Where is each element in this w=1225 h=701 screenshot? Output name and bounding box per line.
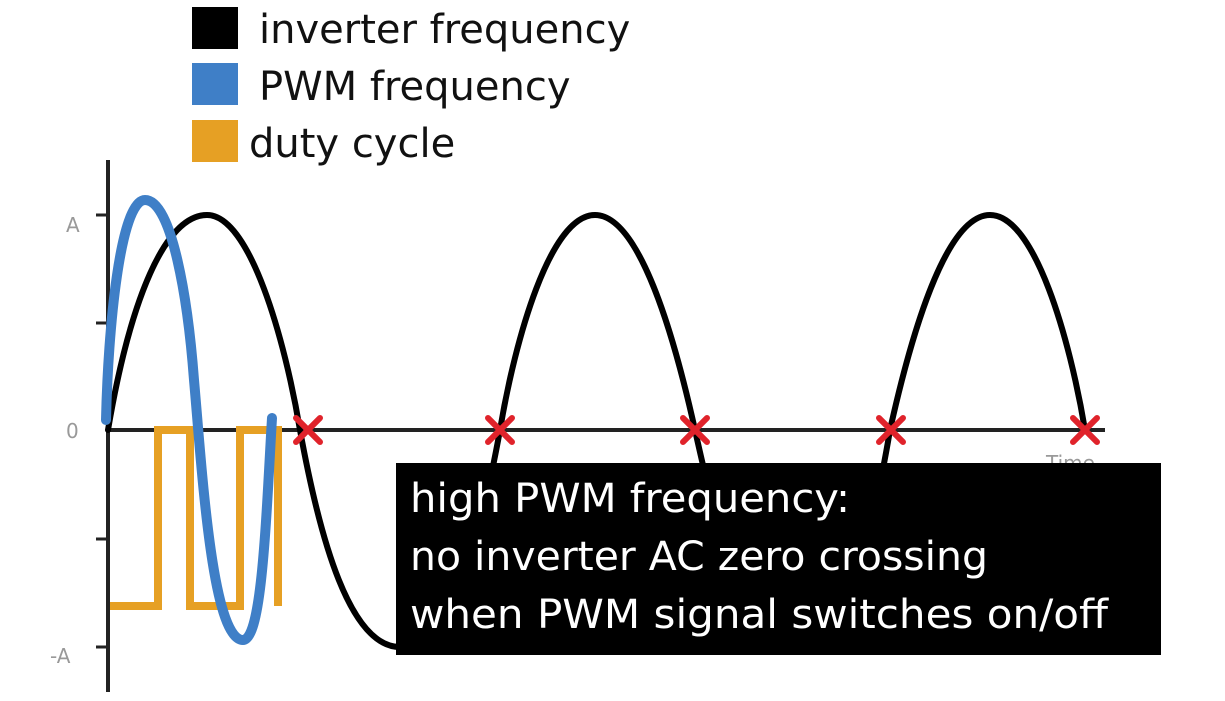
legend-swatch-inverter — [192, 7, 238, 49]
pwm-signal-curve — [101, 194, 277, 646]
zero-crossing-marker — [485, 415, 515, 445]
legend-swatch-duty — [192, 120, 238, 162]
legend-label-duty: duty cycle — [249, 121, 455, 167]
duty-cycle-signal — [110, 426, 282, 610]
callout: high PWM frequency: no inverter AC zero … — [396, 463, 1161, 655]
legend-label-pwm: PWM frequency — [259, 64, 571, 110]
pwm-wave — [101, 194, 277, 646]
legend: inverter frequency PWM frequency duty cy… — [192, 7, 630, 167]
callout-line-3: when PWM signal switches on/off — [410, 592, 1110, 638]
inverter-sine-curve — [105, 211, 1088, 651]
zero-crossing-marker — [1070, 415, 1100, 445]
callout-line-2: no inverter AC zero crossing — [410, 534, 988, 580]
y-label-zero: 0 — [66, 419, 79, 443]
legend-swatch-pwm — [192, 63, 238, 105]
zero-crossing-marker — [293, 415, 323, 445]
zero-crossing-marker — [680, 415, 710, 445]
callout-line-1: high PWM frequency: — [410, 476, 850, 522]
legend-label-inverter: inverter frequency — [259, 7, 630, 53]
callout-box — [396, 463, 1161, 655]
zero-crossing-marker — [876, 415, 906, 445]
y-label-bottom: -A — [50, 644, 71, 668]
y-label-top: A — [66, 213, 80, 237]
duty-cycle-wave — [110, 426, 282, 610]
inverter-wave — [105, 211, 1088, 651]
zero-crossing-markers — [293, 415, 1100, 445]
